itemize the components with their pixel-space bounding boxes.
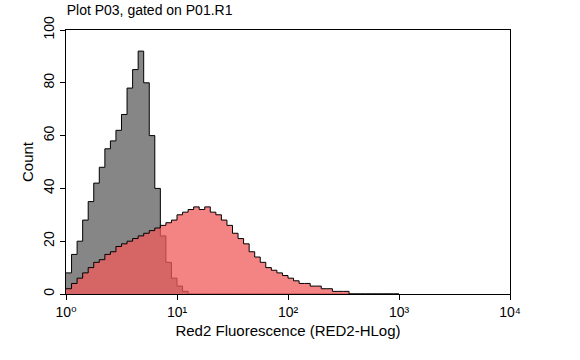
svg-text:Plot P03, gated on P01.R1: Plot P03, gated on P01.R1 <box>67 2 233 18</box>
svg-text:20: 20 <box>41 231 57 247</box>
svg-text:10²: 10² <box>278 304 299 320</box>
svg-text:100: 100 <box>41 16 57 40</box>
svg-text:Red2 Fluorescence (RED2-HLog): Red2 Fluorescence (RED2-HLog) <box>175 322 400 339</box>
svg-text:40: 40 <box>41 178 57 194</box>
svg-text:80: 80 <box>41 73 57 89</box>
svg-text:10⁴: 10⁴ <box>499 304 521 320</box>
svg-text:0: 0 <box>41 288 57 296</box>
svg-text:60: 60 <box>41 126 57 142</box>
svg-text:Count: Count <box>19 141 36 182</box>
svg-text:10⁰: 10⁰ <box>55 304 77 320</box>
svg-text:10³: 10³ <box>389 304 410 320</box>
svg-text:10¹: 10¹ <box>167 304 188 320</box>
